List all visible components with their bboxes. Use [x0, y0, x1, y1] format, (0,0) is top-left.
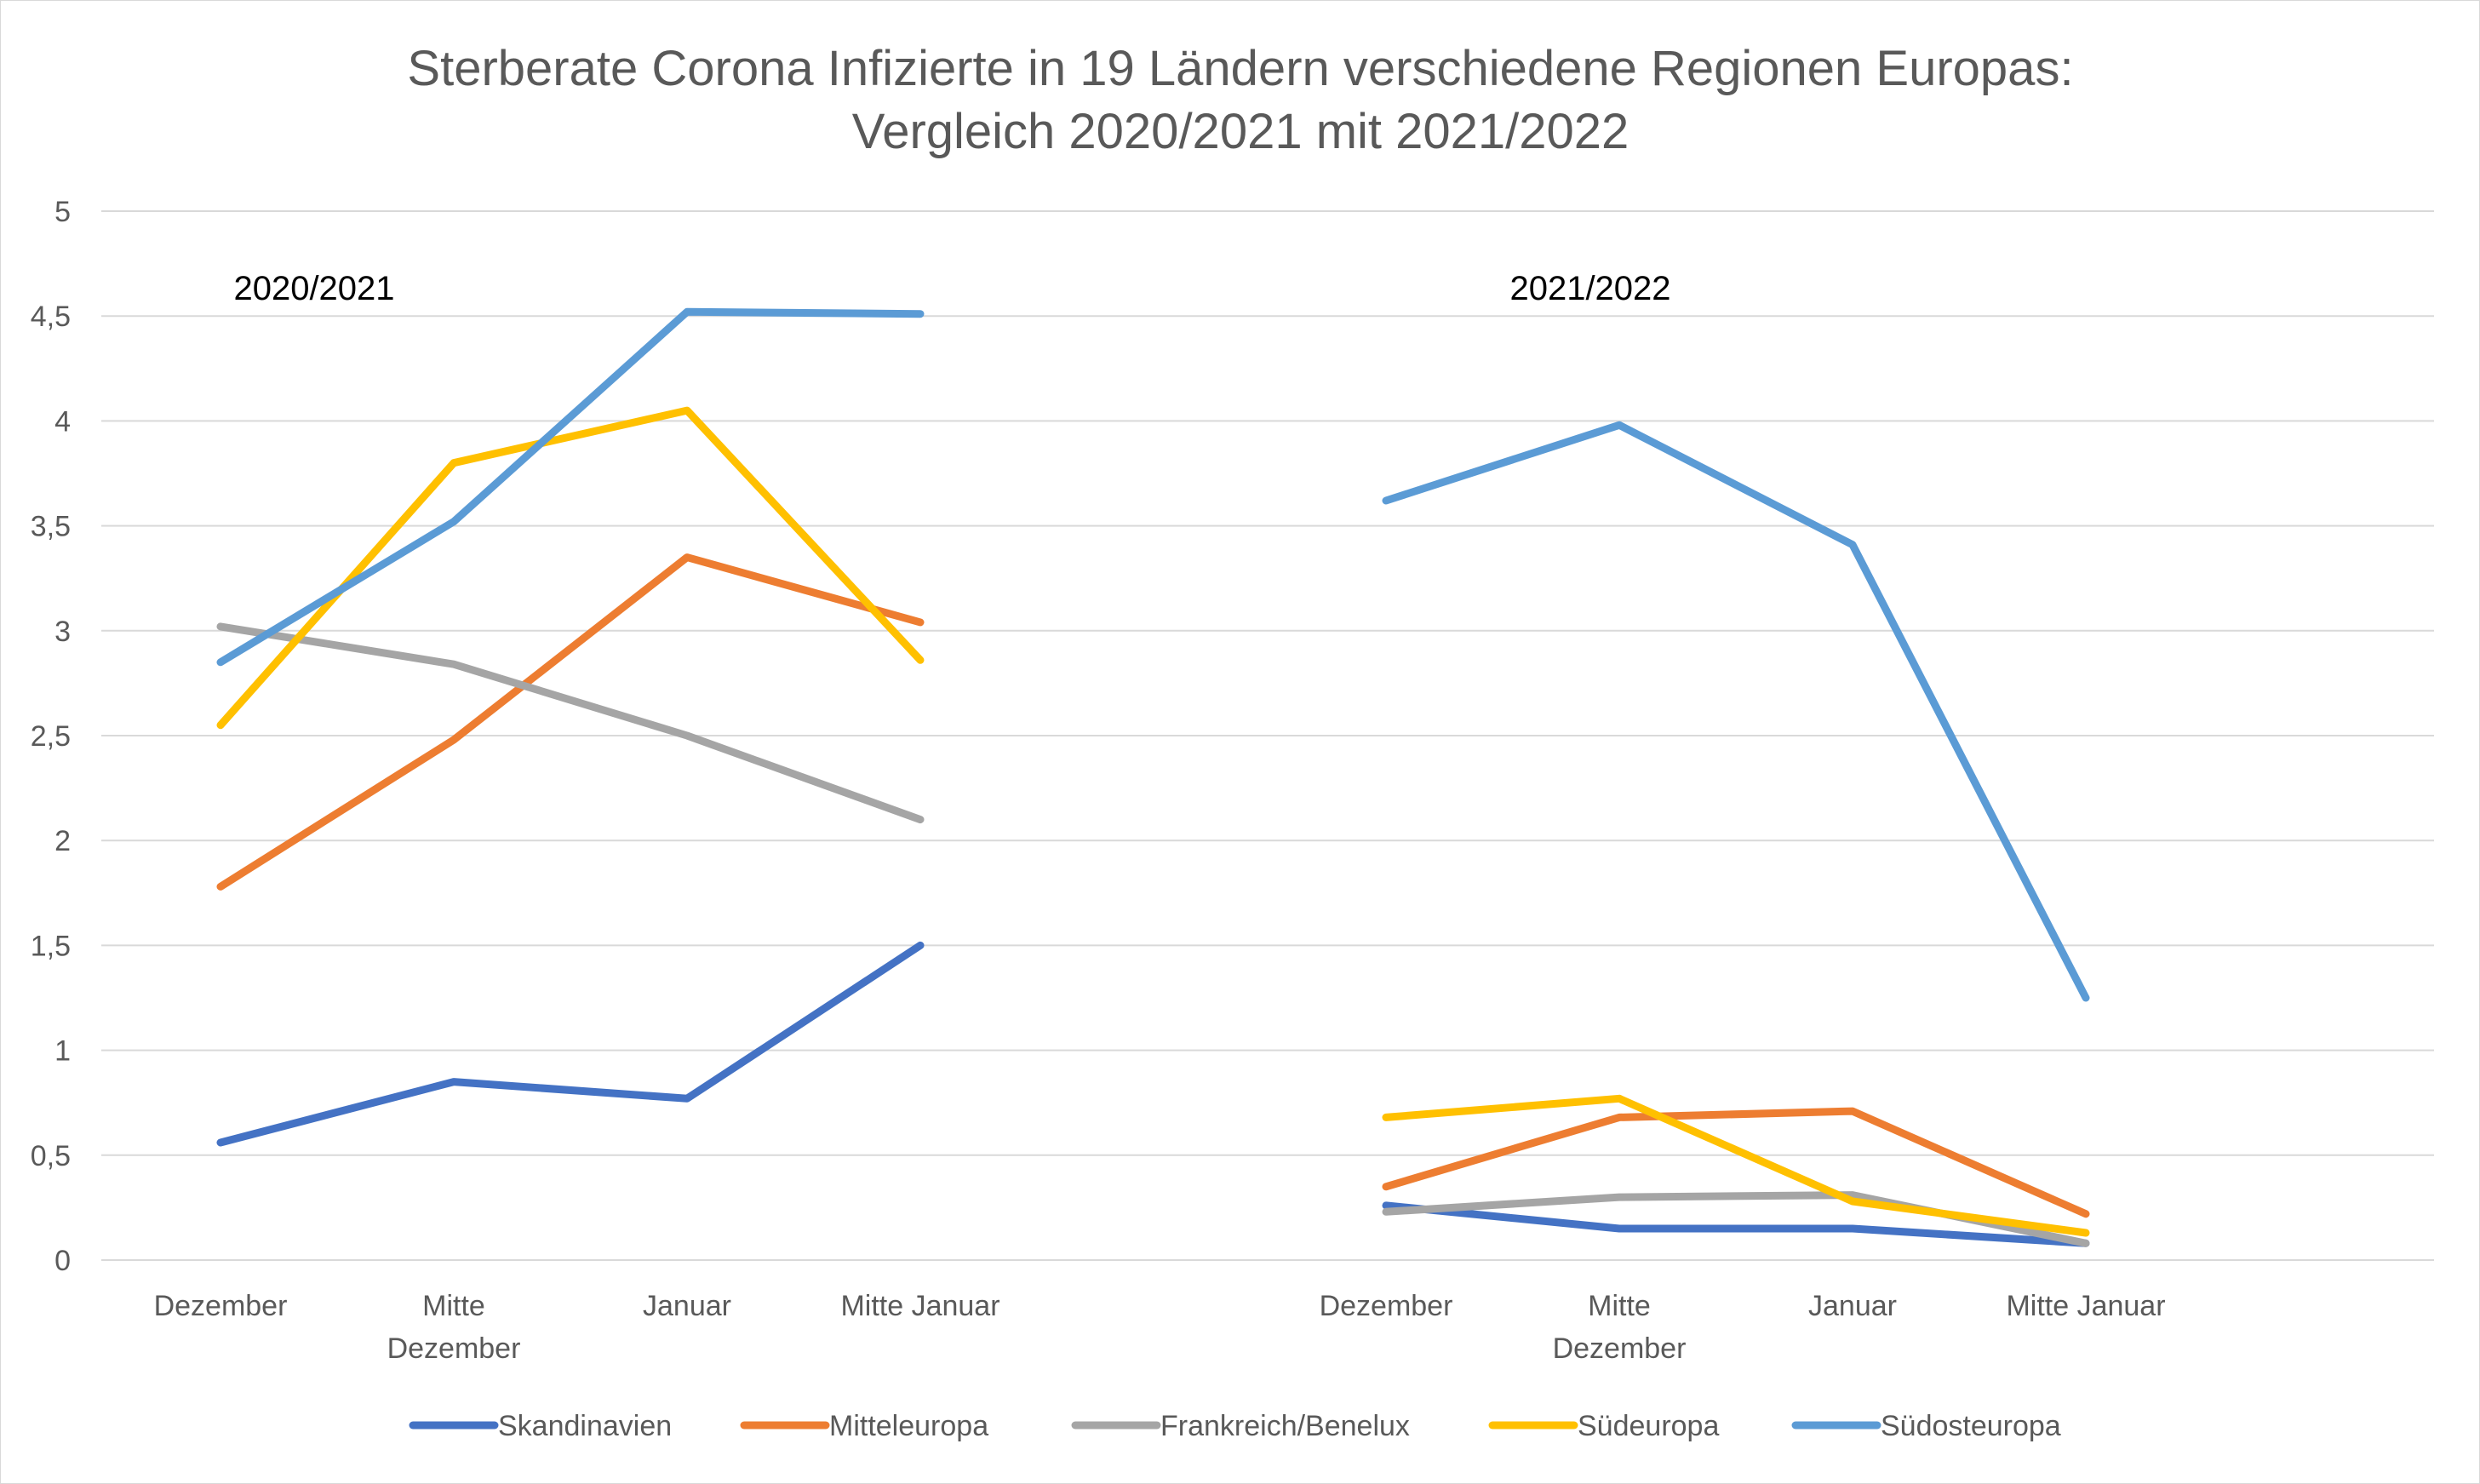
x-tick-label: Januar	[643, 1290, 731, 1322]
chart-title-line: Sterberate Corona Infizierte in 19 Lände…	[407, 41, 2073, 96]
axes: 0 0,5 1 1,5 2 2,5 3 3,5 4 4,5 5 Dezember Mitte Dezemb…	[31, 196, 2166, 1365]
y-tick-label: 3,5	[31, 511, 71, 543]
x-tick-label: Mitte Januar	[840, 1290, 999, 1322]
y-tick-label: 4	[54, 405, 71, 438]
legend-entry-label: Skandinavien	[498, 1410, 672, 1442]
chart-title: Sterberate Corona Infizierte in 19 Lände…	[407, 41, 2073, 159]
x-tick-label: Mitte	[1588, 1290, 1651, 1322]
legend-entry-label: Südeuropa	[1578, 1410, 1719, 1442]
y-tick-label: 0	[54, 1245, 71, 1277]
x-tick-label: Mitte Januar	[2006, 1290, 2165, 1322]
y-tick-label: 2,5	[31, 720, 71, 753]
series-line	[1382, 1201, 2090, 1247]
series-line	[1382, 421, 2090, 1002]
legend: Skandinavien Mitteleuropa Frankreich/Benel…	[409, 1410, 2061, 1442]
series-line	[216, 622, 925, 824]
series-line	[216, 406, 925, 730]
y-tick-label: 2	[54, 825, 71, 857]
group-label: 2020/2021	[233, 270, 394, 307]
series-line	[216, 553, 925, 891]
legend-entry-label: Frankreich/Benelux	[1160, 1410, 1410, 1442]
series-line	[216, 941, 925, 1147]
series-line	[1382, 1107, 2090, 1218]
x-tick-label: Dezember	[1320, 1290, 1453, 1322]
y-tick-label: 0,5	[31, 1140, 71, 1172]
x-tick-label: Dezember	[154, 1290, 288, 1322]
y-tick-label: 3	[54, 616, 71, 648]
x-tick-label: Januar	[1808, 1290, 1897, 1322]
series-line	[216, 307, 925, 667]
y-tick-label: 5	[54, 196, 71, 228]
legend-entry-label: Südosteuropa	[1881, 1410, 2061, 1442]
x-tick-label: Dezember	[387, 1332, 521, 1365]
group-label: 2021/2022	[1509, 270, 1670, 307]
x-tick-label: Dezember	[1553, 1332, 1687, 1365]
series-lines	[216, 307, 2090, 1247]
y-tick-label: 1	[54, 1035, 71, 1068]
y-tick-label: 1,5	[31, 930, 71, 962]
series-line	[1382, 1094, 2090, 1237]
legend-entry-label: Mitteleuropa	[829, 1410, 988, 1442]
grid	[101, 210, 2434, 1261]
chart-title-line: Vergleich 2020/2021 mit 2021/2022	[852, 104, 1629, 159]
y-tick-label: 4,5	[31, 301, 71, 333]
x-tick-label: Mitte	[422, 1290, 485, 1322]
